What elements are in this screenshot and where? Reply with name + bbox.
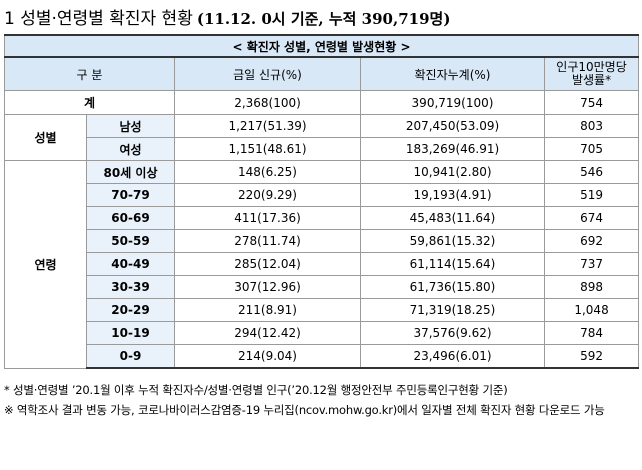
- title-sub: (11.12. 0시 기준, 누적 390,719명): [196, 10, 451, 28]
- cell-new: 411(17.36): [174, 206, 361, 230]
- table-row-male: 성별 남성 1,217(51.39) 207,450(53.09) 803: [4, 114, 640, 161]
- table-row-age: 40-49 285(12.04) 61,114(15.64) 737: [5, 252, 640, 276]
- cell-new: 1,217(51.39): [174, 114, 361, 138]
- cell-cumulative: 71,319(18.25): [360, 298, 545, 322]
- table-row-female: 여성 1,151(48.61) 183,269(46.91) 705: [5, 137, 640, 161]
- cell-cumulative: 183,269(46.91): [360, 137, 545, 161]
- sex-group-label: 성별: [4, 114, 87, 161]
- total-label: 계: [4, 90, 175, 115]
- confirmed-cases-table-wrapper: < 확진자 성별, 연령별 발생현황 > 구 분 금일 신규(%) 확진자누계(…: [3, 34, 640, 369]
- table-caption-row: < 확진자 성별, 연령별 발생현황 >: [3, 34, 640, 58]
- page-title: 1 성별·연령별 확진자 현황 (11.12. 0시 기준, 누적 390,719…: [4, 4, 451, 29]
- table-caption: < 확진자 성별, 연령별 발생현황 >: [3, 34, 640, 58]
- header-rate-line2: 발생률*: [571, 73, 612, 87]
- table-row-age: 70-79 220(9.29) 19,193(4.91) 519: [5, 183, 640, 207]
- cell-new: 214(9.04): [174, 344, 361, 369]
- row-label: 10-19: [86, 321, 175, 345]
- cell-new: 1,151(48.61): [174, 137, 361, 161]
- row-label: 40-49: [86, 252, 175, 276]
- cell-rate: 784: [543, 321, 640, 345]
- header-rate: 인구10만명당 발생률*: [543, 56, 640, 91]
- header-category: 구 분: [4, 56, 175, 91]
- table-row-age: 0-9 214(9.04) 23,496(6.01) 592: [5, 344, 640, 369]
- cell-rate: 1,048: [543, 298, 640, 322]
- header-new: 금일 신규(%): [174, 56, 361, 91]
- cell-cumulative: 61,114(15.64): [360, 252, 545, 276]
- confirmed-cases-table: < 확진자 성별, 연령별 발생현황 > 구 분 금일 신규(%) 확진자누계(…: [3, 34, 640, 369]
- table-row-age: 60-69 411(17.36) 45,483(11.64) 674: [5, 206, 640, 230]
- cell-rate: 737: [543, 252, 640, 276]
- cell-cumulative: 61,736(15.80): [360, 275, 545, 299]
- total-cumulative: 390,719(100): [360, 90, 545, 115]
- row-label: 20-29: [86, 298, 175, 322]
- table-row-age: 50-59 278(11.74) 59,861(15.32) 692: [5, 229, 640, 253]
- footnote-source: ※ 역학조사 결과 변동 가능, 코로나바이러스감염증-19 누리집(ncov.…: [4, 403, 605, 417]
- row-label: 60-69: [86, 206, 175, 230]
- cell-cumulative: 45,483(11.64): [360, 206, 545, 230]
- cell-rate: 803: [543, 114, 640, 138]
- table-row-total: 계 2,368(100) 390,719(100) 754: [4, 90, 640, 115]
- header-rate-line1: 인구10만명당: [556, 60, 627, 74]
- title-main: 1 성별·연령별 확진자 현황: [4, 9, 193, 29]
- cell-new: 220(9.29): [174, 183, 361, 207]
- cell-new: 148(6.25): [174, 160, 361, 184]
- cell-cumulative: 23,496(6.01): [360, 344, 545, 369]
- cell-cumulative: 10,941(2.80): [360, 160, 545, 184]
- row-label: 남성: [86, 114, 175, 138]
- cell-new: 307(12.96): [174, 275, 361, 299]
- row-label: 0-9: [86, 344, 175, 369]
- cell-rate: 674: [543, 206, 640, 230]
- cell-rate: 692: [543, 229, 640, 253]
- table-row-age: 30-39 307(12.96) 61,736(15.80) 898: [5, 275, 640, 299]
- row-label: 30-39: [86, 275, 175, 299]
- cell-cumulative: 59,861(15.32): [360, 229, 545, 253]
- row-label: 50-59: [86, 229, 175, 253]
- age-group-label: 연령: [4, 160, 87, 369]
- table-row-age: 연령 80세 이상 148(6.25) 10,941(2.80) 546: [4, 160, 640, 369]
- header-cumulative: 확진자누계(%): [360, 56, 545, 91]
- footnote-population: * 성별·연령별 ’20.1월 이후 누적 확진자수/성별·연령별 인구(’20…: [4, 383, 508, 397]
- cell-rate: 898: [543, 275, 640, 299]
- cell-new: 278(11.74): [174, 229, 361, 253]
- cell-cumulative: 19,193(4.91): [360, 183, 545, 207]
- cell-new: 294(12.42): [174, 321, 361, 345]
- total-new: 2,368(100): [174, 90, 361, 115]
- footnotes: * 성별·연령별 ’20.1월 이후 누적 확진자수/성별·연령별 인구(’20…: [4, 380, 638, 420]
- row-label: 80세 이상: [86, 160, 175, 184]
- table-row-age: 20-29 211(8.91) 71,319(18.25) 1,048: [5, 298, 640, 322]
- cell-cumulative: 37,576(9.62): [360, 321, 545, 345]
- table-header-row: 구 분 금일 신규(%) 확진자누계(%) 인구10만명당 발생률*: [4, 56, 640, 91]
- cell-rate: 546: [543, 160, 640, 184]
- cell-new: 211(8.91): [174, 298, 361, 322]
- cell-rate: 705: [543, 137, 640, 161]
- row-label: 여성: [86, 137, 175, 161]
- cell-rate: 519: [543, 183, 640, 207]
- row-label: 70-79: [86, 183, 175, 207]
- cell-new: 285(12.04): [174, 252, 361, 276]
- table-row-age: 10-19 294(12.42) 37,576(9.62) 784: [5, 321, 640, 345]
- total-rate: 754: [543, 90, 640, 115]
- cell-cumulative: 207,450(53.09): [360, 114, 545, 138]
- cell-rate: 592: [543, 344, 640, 369]
